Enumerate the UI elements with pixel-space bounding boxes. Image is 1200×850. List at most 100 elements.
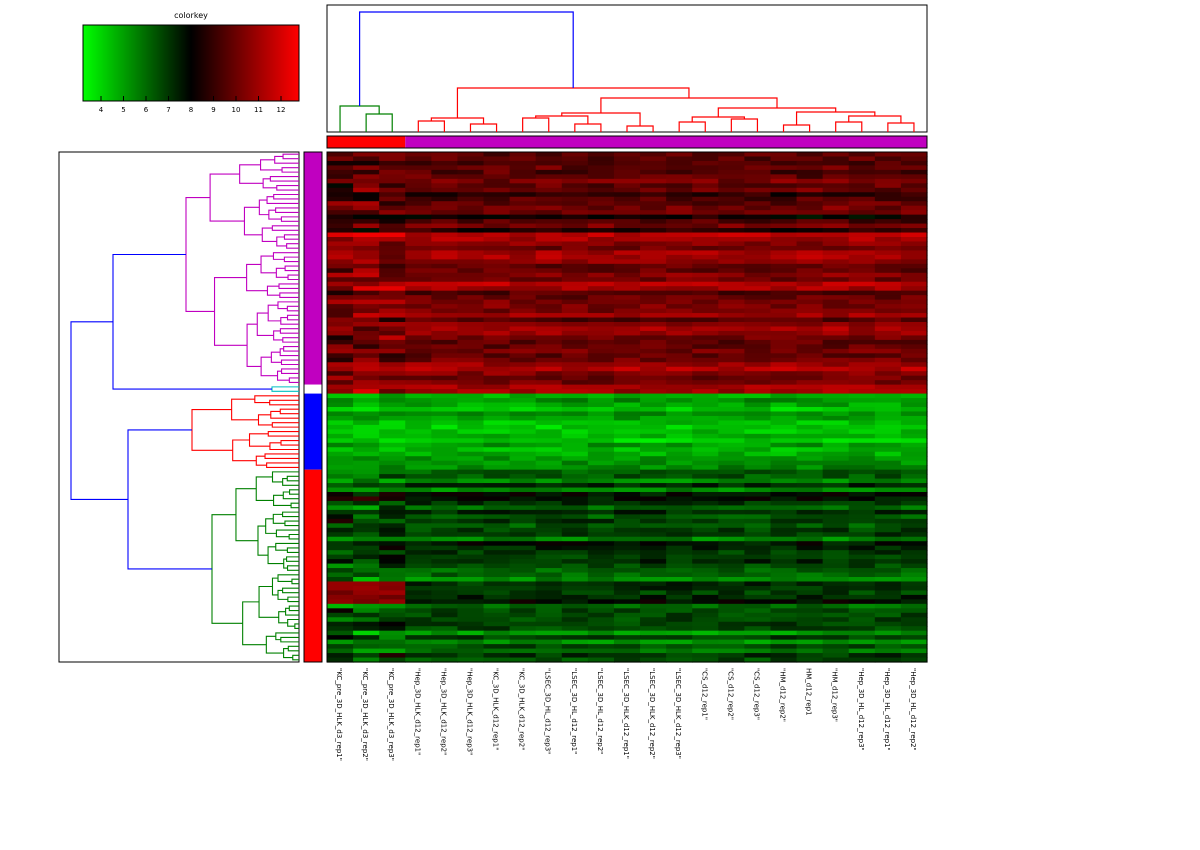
heatmap-cell xyxy=(613,581,641,587)
heatmap-cell xyxy=(822,160,850,167)
heatmap-cell xyxy=(666,335,693,341)
heatmap-cell xyxy=(353,402,380,408)
heatmap-cell xyxy=(640,313,667,319)
heatmap-cell xyxy=(353,492,380,498)
heatmap-cell xyxy=(587,505,615,511)
heatmap-cell xyxy=(535,402,563,408)
heatmap-cell xyxy=(483,612,511,618)
heatmap-cell xyxy=(431,259,459,265)
heatmap-cell xyxy=(379,433,406,439)
heatmap-cell xyxy=(405,277,432,283)
heatmap-cell xyxy=(900,156,928,162)
heatmap-cell xyxy=(353,438,380,444)
heatmap-cell xyxy=(900,635,928,641)
heatmap-cell xyxy=(587,420,615,426)
heatmap-cell xyxy=(640,286,667,292)
row-dendrogram-link xyxy=(291,578,299,585)
heatmap-cell xyxy=(822,478,850,484)
heatmap-cell xyxy=(379,223,406,229)
heatmap-cell xyxy=(509,317,537,323)
heatmap-cell xyxy=(613,330,641,337)
heatmap-cell xyxy=(561,313,589,319)
heatmap-cell xyxy=(822,594,850,600)
heatmap-cell xyxy=(613,174,641,180)
heatmap-cell xyxy=(744,357,772,363)
column-label: "LSEC_3D_HL_d12_rep1" xyxy=(570,668,578,754)
heatmap-cell xyxy=(822,474,850,480)
heatmap-cell xyxy=(457,438,485,444)
heatmap-cell xyxy=(509,599,537,605)
heatmap-cell xyxy=(509,492,537,498)
heatmap-cell xyxy=(692,366,719,372)
heatmap-cell xyxy=(692,402,719,408)
column-label: "LSEC_3D_HLK_d12_rep3" xyxy=(674,668,682,759)
heatmap-cell xyxy=(640,500,667,507)
row-dendrogram-link xyxy=(271,577,279,596)
heatmap-cell xyxy=(874,317,902,323)
heatmap-cell xyxy=(405,603,432,609)
heatmap-cell xyxy=(483,290,511,296)
heatmap-cell xyxy=(874,585,902,592)
heatmap-cell xyxy=(327,411,354,417)
heatmap-cell xyxy=(822,384,850,390)
heatmap-cell xyxy=(796,585,824,592)
heatmap-cell xyxy=(848,219,876,225)
heatmap-cell xyxy=(457,572,485,578)
heatmap-cell xyxy=(457,250,485,256)
heatmap-cell xyxy=(770,187,798,193)
heatmap-cell xyxy=(744,433,772,439)
heatmap-cell xyxy=(900,277,928,283)
heatmap-cell xyxy=(640,626,667,632)
heatmap-cell xyxy=(666,339,693,345)
heatmap-cell xyxy=(640,474,667,480)
heatmap-cell xyxy=(405,594,432,600)
heatmap-cell xyxy=(640,563,667,569)
heatmap-cell xyxy=(353,308,380,314)
heatmap-cell xyxy=(692,541,719,547)
heatmap-cell xyxy=(483,277,511,283)
heatmap-cell xyxy=(535,268,563,274)
heatmap-cell xyxy=(509,630,537,636)
heatmap-cell xyxy=(327,330,354,337)
heatmap-cell xyxy=(561,219,589,225)
heatmap-cell xyxy=(848,389,876,395)
heatmap-cell xyxy=(561,295,589,301)
heatmap-cell xyxy=(587,514,615,520)
heatmap-cell xyxy=(561,657,589,663)
heatmap-cell xyxy=(796,568,824,574)
heatmap-cell xyxy=(405,415,432,422)
heatmap-cell xyxy=(457,259,485,265)
heatmap-cell xyxy=(640,608,667,614)
heatmap-cell xyxy=(900,474,928,480)
heatmap-cell xyxy=(718,237,745,243)
column-label: "HM_d12_rep2" xyxy=(779,668,787,722)
heatmap-cell xyxy=(327,245,354,252)
row-dendrogram-link xyxy=(273,494,292,506)
heatmap-cell xyxy=(848,474,876,480)
heatmap-cell xyxy=(613,590,641,596)
heatmap-cell xyxy=(561,389,589,395)
heatmap-cell xyxy=(613,357,641,363)
heatmap-cell xyxy=(848,411,876,417)
heatmap-cell xyxy=(353,599,380,605)
row-dendrogram-link xyxy=(289,489,299,495)
heatmap-cell xyxy=(874,433,902,439)
heatmap-cell xyxy=(770,380,798,386)
heatmap-cell xyxy=(692,518,719,524)
heatmap-cell xyxy=(405,250,432,256)
heatmap-cell xyxy=(613,630,641,636)
heatmap-cell xyxy=(509,626,537,632)
heatmap-cell xyxy=(587,438,615,444)
heatmap-cell xyxy=(848,577,876,583)
heatmap-cell xyxy=(353,281,380,287)
heatmap-cell xyxy=(666,568,693,574)
heatmap-cell xyxy=(770,169,798,175)
heatmap-cell xyxy=(770,183,798,189)
heatmap-cell xyxy=(640,299,667,305)
heatmap-cell xyxy=(327,277,354,283)
heatmap-cell xyxy=(613,281,641,287)
heatmap-cell xyxy=(483,563,511,569)
heatmap-cell xyxy=(405,599,432,605)
heatmap-cell xyxy=(483,496,511,502)
heatmap-cell xyxy=(796,407,824,413)
